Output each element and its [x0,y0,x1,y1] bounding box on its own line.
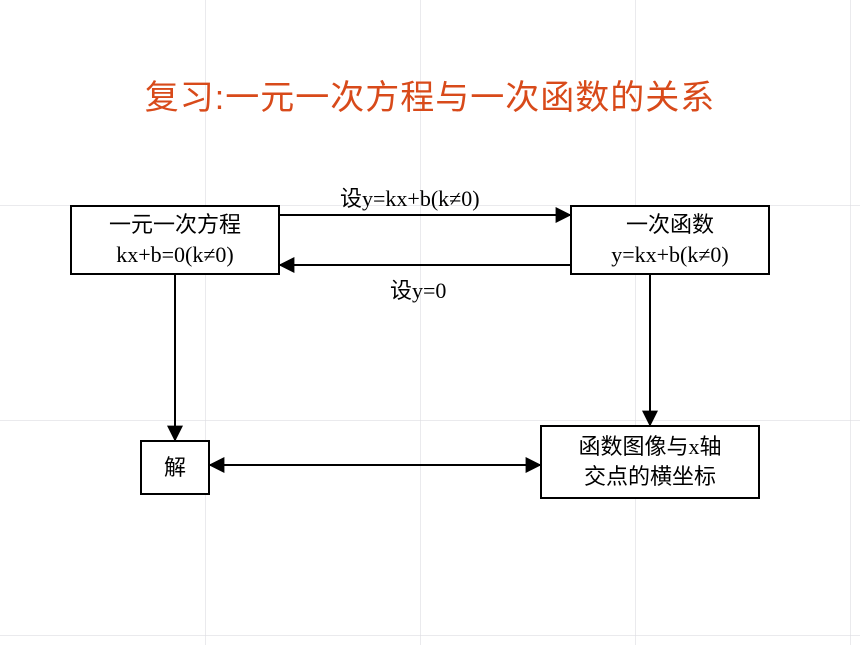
node-solution: 解 [140,440,210,495]
node-line: 一元一次方程 [109,210,241,240]
node-line: 一次函数 [626,210,714,240]
page-title: 复习:一元一次方程与一次函数的关系 [0,70,860,119]
node-line: 函数图像与x轴 [578,432,721,462]
flowchart: 设y=kx+b(k≠0) 设y=0 一元一次方程 kx+b=0(k≠0) 一次函… [40,165,820,545]
node-line: y=kx+b(k≠0) [611,240,729,270]
node-intercept: 函数图像与x轴 交点的横坐标 [540,425,760,499]
edge-label-b-to-a: 设y=0 [390,273,446,305]
node-equation: 一元一次方程 kx+b=0(k≠0) [70,205,280,275]
node-line: 交点的横坐标 [584,462,716,492]
node-line: kx+b=0(k≠0) [116,240,234,270]
node-function: 一次函数 y=kx+b(k≠0) [570,205,770,275]
node-line: 解 [164,453,186,483]
edge-label-a-to-b: 设y=kx+b(k≠0) [340,181,480,213]
